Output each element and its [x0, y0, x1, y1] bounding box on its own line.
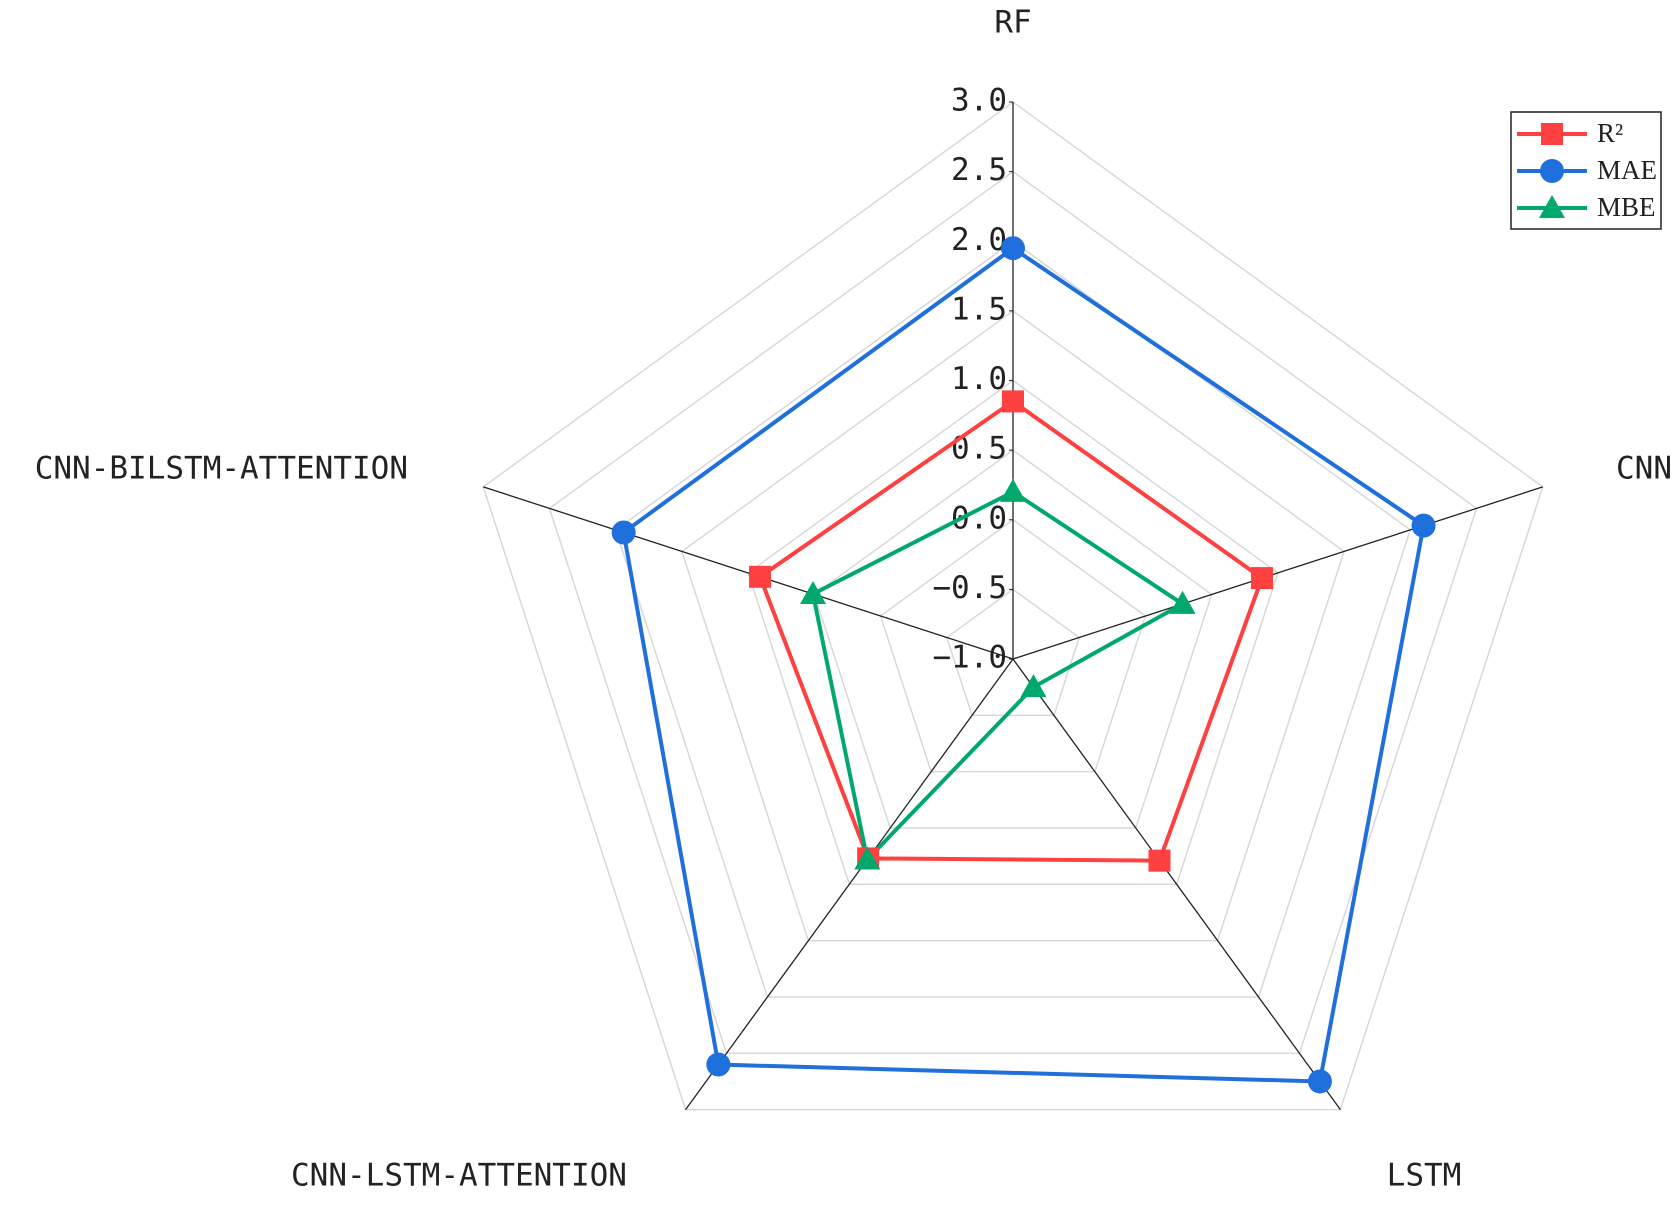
marker — [749, 565, 772, 588]
marker — [800, 581, 827, 605]
marker — [1411, 513, 1436, 538]
grid-ring — [614, 240, 1412, 998]
axis-spoke — [685, 658, 1014, 1111]
series-line — [757, 398, 1265, 863]
r-tick-label: 1.5 — [951, 291, 1007, 327]
series-line — [621, 245, 1426, 1084]
marker — [1002, 390, 1024, 413]
marker — [706, 1052, 731, 1077]
marker — [1250, 567, 1273, 590]
category-label: LSTM — [1387, 1158, 1462, 1194]
marker — [1540, 159, 1564, 183]
grid-ring — [747, 379, 1279, 886]
r-tick-label: 2.0 — [951, 222, 1007, 258]
marker — [1307, 1069, 1332, 1094]
series-line — [810, 489, 1187, 864]
grid-ring — [945, 588, 1081, 717]
marker — [1020, 674, 1047, 698]
category-label: CNN — [1616, 451, 1672, 487]
axis-spoke — [1012, 658, 1341, 1111]
grid-ring — [681, 309, 1345, 942]
grid-ring — [548, 170, 1478, 1055]
marker — [1541, 123, 1563, 145]
grid-ring — [813, 449, 1213, 829]
axis-spoke — [483, 486, 1014, 660]
grid-ring — [482, 101, 1544, 1111]
legend-label: R² — [1597, 118, 1623, 148]
category-label: RF — [994, 5, 1031, 41]
r-tick-label: −0.5 — [932, 570, 1007, 606]
r-tick-label: 2.5 — [951, 152, 1007, 188]
marker — [1148, 849, 1171, 872]
marker — [1169, 590, 1196, 614]
category-label: CNN-BILSTM-ATTENTION — [35, 451, 408, 487]
category-label: CNN-LSTM-ATTENTION — [291, 1158, 627, 1194]
r-tick-label: 3.0 — [951, 83, 1007, 119]
marker — [854, 846, 881, 870]
marker — [1000, 478, 1026, 502]
marker — [611, 520, 636, 545]
marker — [1539, 195, 1565, 218]
axis-spoke — [1012, 486, 1543, 660]
legend-label: MBE — [1597, 192, 1656, 222]
r-tick-label: −1.0 — [932, 640, 1007, 676]
r-tick-label: 1.0 — [951, 361, 1007, 397]
r-tick-label: 0.5 — [951, 431, 1007, 467]
legend-label: MAE — [1597, 155, 1657, 185]
grid-ring — [879, 518, 1147, 773]
marker — [1001, 236, 1025, 261]
